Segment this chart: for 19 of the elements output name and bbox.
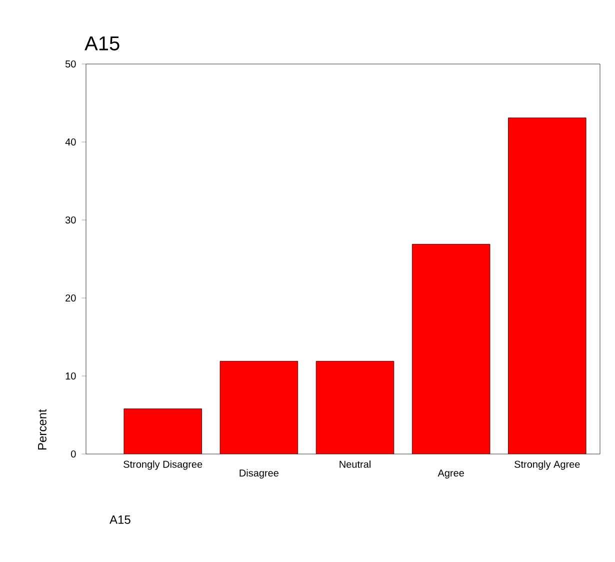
y-tick-label: 10 — [66, 372, 76, 380]
y-tick-label: 50 — [65, 60, 76, 68]
x-tick-label: Agree — [438, 470, 464, 479]
bar — [124, 408, 202, 454]
y-tick-label: 20 — [66, 294, 76, 302]
bar — [316, 361, 394, 454]
chart-title: A15 — [84, 36, 120, 50]
y-tick-label: 0 — [71, 450, 76, 458]
bar — [412, 244, 490, 454]
y-tick-label: 30 — [65, 216, 76, 224]
x-tick-label: Strongly Agree — [514, 460, 580, 470]
bar — [220, 361, 298, 454]
y-tick-label: 40 — [65, 138, 76, 146]
y-axis-title: Percent — [38, 409, 46, 450]
x-tick-label: Neutral — [340, 460, 370, 468]
x-axis-title: A15 — [110, 516, 130, 524]
bar — [508, 118, 586, 454]
x-tick-label: Strongly Disagree — [124, 460, 202, 470]
x-tick-label: Disagree — [240, 469, 278, 479]
